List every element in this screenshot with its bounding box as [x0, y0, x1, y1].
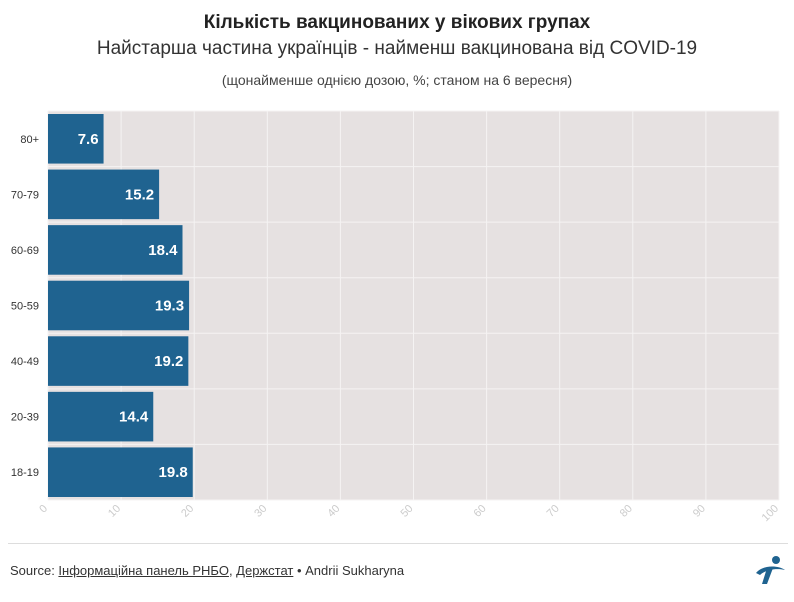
y-tick-label: 40-49 — [11, 356, 39, 368]
source-author: • Andrii Sukharyna — [293, 563, 405, 578]
source-link-derzhstat[interactable]: Держстат — [236, 563, 294, 578]
x-tick-label: 80 — [618, 503, 635, 520]
chart-title: Кількість вакцинованих у вікових групах — [203, 12, 591, 33]
x-tick-label: 20 — [179, 503, 196, 520]
x-tick-label: 60 — [472, 503, 489, 520]
bar — [48, 280, 190, 331]
x-tick-label: 50 — [398, 503, 415, 520]
bar — [48, 169, 160, 220]
y-tick-label: 50-59 — [11, 301, 39, 313]
x-tick-label: 40 — [325, 503, 342, 520]
footer-divider — [8, 543, 788, 544]
bar-value-label: 7.6 — [78, 131, 99, 148]
bar-value-label: 15.2 — [125, 186, 154, 203]
bar-chart: 0 10 20 30 40 50 60 70 80 90 100 7.6 80+ 15.2 70-79 18.… — [11, 110, 781, 524]
x-tick-label: 100 — [760, 503, 781, 524]
bar — [48, 447, 193, 497]
bar-value-label: 19.3 — [155, 298, 184, 315]
x-tick-label: 90 — [691, 503, 708, 520]
y-tick-label: 80+ — [20, 134, 39, 146]
y-tick-label: 20-39 — [11, 412, 39, 424]
bar — [48, 391, 154, 442]
x-tick-label: 30 — [252, 503, 269, 520]
y-tick-label: 18-19 — [11, 467, 39, 479]
publisher-logo-icon[interactable] — [752, 551, 788, 587]
bar — [48, 225, 183, 275]
chart-note: (щонайменше однією дозою, %; станом на 6… — [221, 72, 573, 88]
source-link-rnbo[interactable]: Інформаційна панель РНБО — [58, 563, 229, 578]
bar-value-label: 18.4 — [148, 242, 178, 259]
source-prefix: Source: — [10, 563, 59, 578]
bar — [48, 114, 104, 164]
x-tick-label: 10 — [106, 503, 123, 520]
source-line: Source: Інформаційна панель РНБО, Держст… — [10, 563, 404, 578]
bar-value-label: 19.2 — [154, 353, 183, 370]
bar-value-label: 14.4 — [119, 409, 149, 426]
source-separator: , — [228, 563, 237, 578]
bar — [48, 336, 189, 386]
y-tick-label: 60-69 — [11, 245, 39, 257]
x-tick-label: 0 — [37, 503, 50, 516]
chart-subtitle: Найстарша частина українців - найменш ва… — [96, 38, 698, 59]
bar-value-label: 19.8 — [159, 464, 188, 481]
y-tick-label: 70-79 — [11, 189, 39, 201]
x-tick-label: 70 — [545, 503, 562, 520]
